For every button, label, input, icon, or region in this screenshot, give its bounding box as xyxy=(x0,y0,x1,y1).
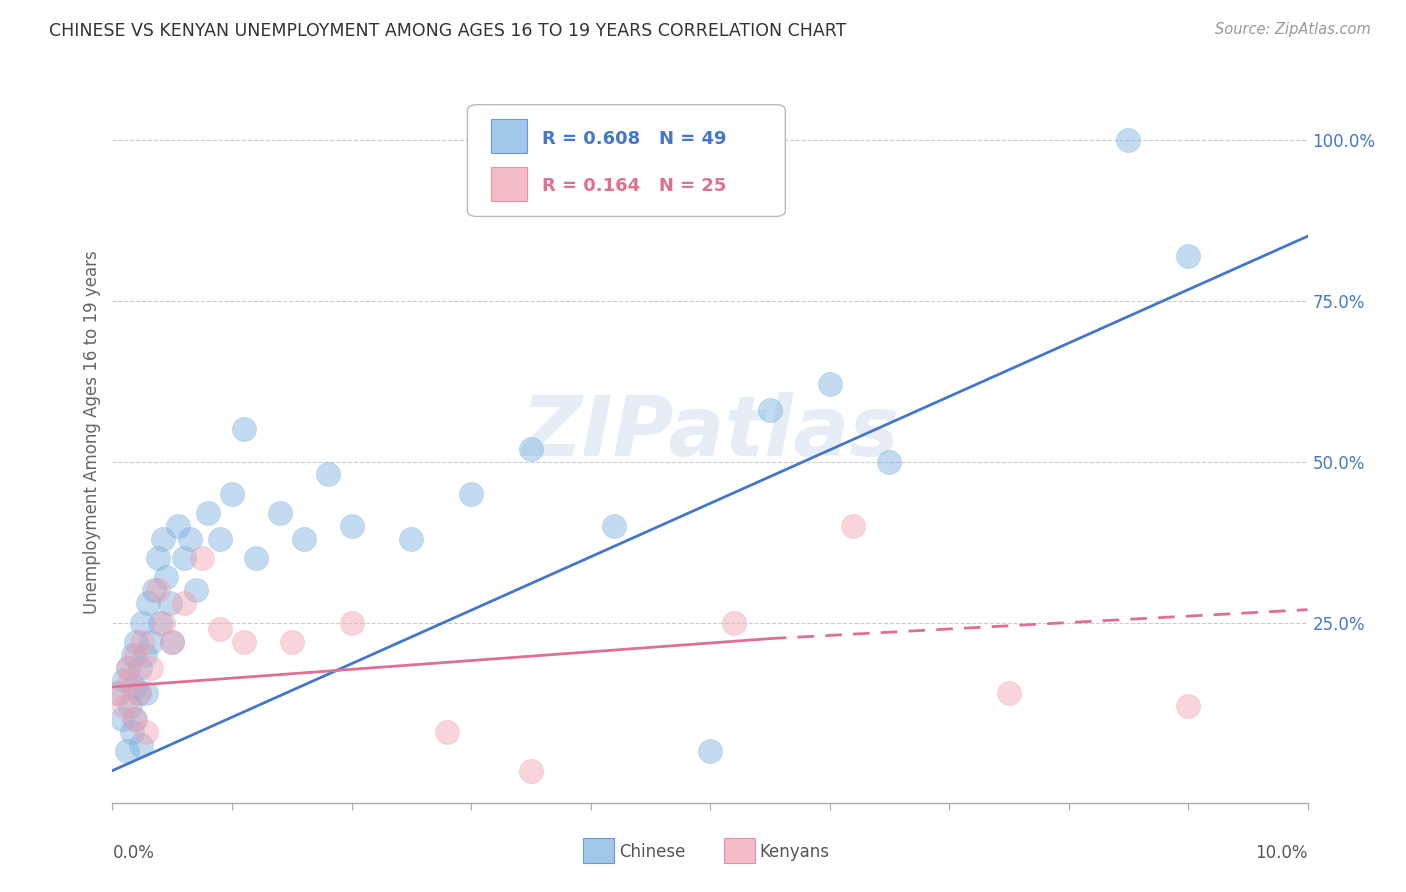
Point xyxy=(520,442,543,456)
Point xyxy=(129,738,152,752)
Point xyxy=(120,699,142,714)
Point xyxy=(340,615,363,630)
Point xyxy=(162,635,183,649)
Point xyxy=(146,551,169,566)
Point xyxy=(146,583,169,598)
Point xyxy=(603,519,626,533)
Point xyxy=(124,712,146,726)
Text: CHINESE VS KENYAN UNEMPLOYMENT AMONG AGES 16 TO 19 YEARS CORRELATION CHART: CHINESE VS KENYAN UNEMPLOYMENT AMONG AGE… xyxy=(49,22,846,40)
Point xyxy=(115,744,138,758)
Bar xyxy=(491,167,527,201)
Point xyxy=(114,699,135,714)
Point xyxy=(122,712,145,726)
Point xyxy=(209,622,232,636)
Text: R = 0.164   N = 25: R = 0.164 N = 25 xyxy=(541,177,725,194)
Point xyxy=(134,648,156,662)
Point xyxy=(245,551,267,566)
Point xyxy=(436,725,458,739)
Point xyxy=(152,532,174,546)
Point xyxy=(269,506,291,520)
Point xyxy=(998,686,1021,700)
Point xyxy=(135,686,157,700)
Point xyxy=(460,487,482,501)
Point xyxy=(111,712,134,726)
Point xyxy=(1118,133,1140,147)
Point xyxy=(121,648,143,662)
Point xyxy=(139,660,162,674)
Point xyxy=(879,454,901,468)
Point xyxy=(155,570,177,584)
Point xyxy=(179,532,201,546)
Point xyxy=(128,686,150,700)
Point xyxy=(125,635,148,649)
Point xyxy=(107,686,129,700)
Point xyxy=(138,596,160,610)
Point xyxy=(842,519,865,533)
Point xyxy=(117,660,139,674)
Text: Source: ZipAtlas.com: Source: ZipAtlas.com xyxy=(1215,22,1371,37)
Bar xyxy=(491,120,527,153)
Text: Chinese: Chinese xyxy=(619,843,685,861)
Point xyxy=(131,635,153,649)
Point xyxy=(128,686,150,700)
Text: 0.0%: 0.0% xyxy=(112,844,155,862)
Point xyxy=(233,635,256,649)
Text: ZIPatlas: ZIPatlas xyxy=(522,392,898,473)
Point xyxy=(131,615,153,630)
Point xyxy=(281,635,304,649)
Point xyxy=(143,583,166,598)
Point xyxy=(173,551,195,566)
Point xyxy=(186,583,208,598)
Text: R = 0.608   N = 49: R = 0.608 N = 49 xyxy=(541,129,725,147)
Text: 10.0%: 10.0% xyxy=(1256,844,1308,862)
Point xyxy=(191,551,214,566)
Point xyxy=(233,422,256,436)
Point xyxy=(121,725,143,739)
Point xyxy=(117,660,139,674)
Point xyxy=(120,673,142,688)
Point xyxy=(818,377,841,392)
Point xyxy=(292,532,315,546)
Point xyxy=(149,615,172,630)
Point xyxy=(107,686,129,700)
Point xyxy=(139,635,162,649)
Point xyxy=(1177,249,1199,263)
Point xyxy=(114,673,135,688)
Point xyxy=(699,744,721,758)
Point xyxy=(152,615,174,630)
Point xyxy=(401,532,423,546)
Point xyxy=(129,660,152,674)
Point xyxy=(173,596,195,610)
Point xyxy=(221,487,243,501)
Point xyxy=(122,680,145,694)
FancyBboxPatch shape xyxy=(467,104,786,217)
Point xyxy=(316,467,339,482)
Point xyxy=(162,635,183,649)
Point xyxy=(159,596,181,610)
Point xyxy=(197,506,219,520)
Point xyxy=(1177,699,1199,714)
Point xyxy=(167,519,190,533)
Point xyxy=(209,532,232,546)
Y-axis label: Unemployment Among Ages 16 to 19 years: Unemployment Among Ages 16 to 19 years xyxy=(83,251,101,615)
Point xyxy=(340,519,363,533)
Point xyxy=(723,615,745,630)
Text: Kenyans: Kenyans xyxy=(759,843,830,861)
Point xyxy=(135,725,157,739)
Point xyxy=(520,764,543,778)
Point xyxy=(125,648,148,662)
Point xyxy=(759,403,782,417)
